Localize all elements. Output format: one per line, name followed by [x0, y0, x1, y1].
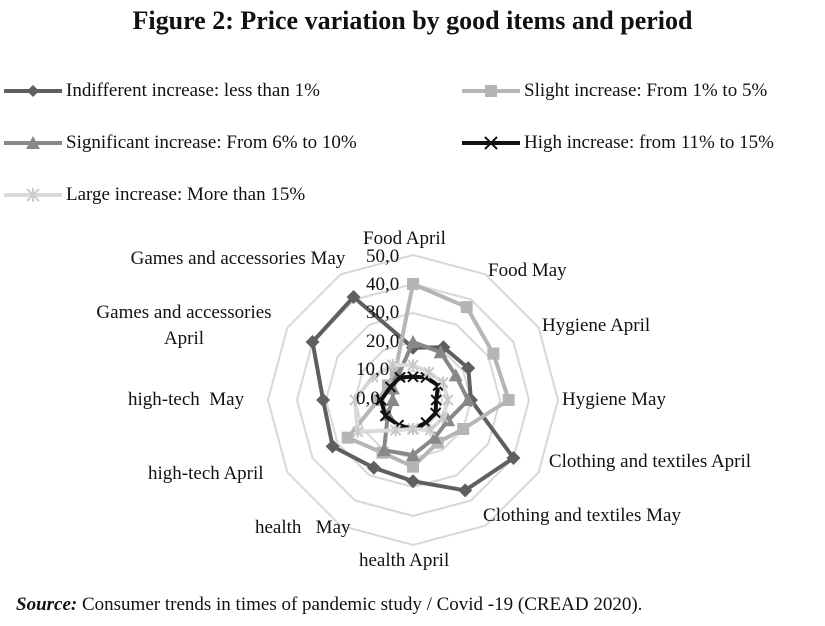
category-label: Hygiene April: [542, 315, 651, 336]
category-label: Games and accessories April: [96, 302, 272, 349]
legend-label: Indifferent increase: less than 1%: [66, 80, 320, 101]
legend-label: Significant increase: From 6% to 10%: [66, 132, 357, 153]
data-point: [430, 394, 442, 406]
data-point: [407, 460, 419, 473]
data-point: [406, 335, 420, 348]
tick-label: 30,0: [366, 302, 400, 323]
data-point: [394, 371, 406, 384]
data-point: [502, 394, 515, 406]
data-point: [433, 345, 448, 359]
data-point: [437, 411, 449, 424]
legend-item-large: Large increase: More than 15%: [4, 184, 305, 206]
legend-star-marker-icon: [4, 188, 62, 202]
source-text: Consumer trends in times of pandemic stu…: [77, 594, 643, 615]
data-point: [460, 301, 473, 314]
data-point: [386, 358, 399, 371]
tick-label: 10,0: [356, 359, 390, 380]
category-label: high-tech April: [148, 463, 264, 484]
legend-item-high: High increase: from 11% to 15%: [462, 132, 774, 154]
data-point: [407, 423, 419, 435]
category-label: health May: [255, 517, 351, 538]
source-label: Source:: [16, 594, 78, 615]
tick-label: 0,0: [356, 388, 380, 409]
data-point: [407, 371, 419, 383]
legend-item-slight: Slight increase: From 1% to 5%: [462, 80, 767, 102]
category-label: Clothing and textiles April: [548, 451, 752, 472]
data-point: [375, 394, 387, 406]
data-point: [406, 448, 420, 462]
data-point: [424, 424, 437, 437]
data-point: [377, 443, 391, 457]
data-point: [457, 423, 470, 435]
legend-diamond-marker-icon: [4, 85, 62, 97]
category-label: high-tech May: [128, 389, 245, 410]
category-label: Clothing and textiles May: [483, 505, 681, 526]
data-point: [441, 413, 456, 427]
data-point: [506, 451, 521, 465]
legend-x-marker-icon: [462, 136, 520, 150]
category-label: Food April: [363, 228, 446, 249]
data-point: [458, 483, 473, 498]
data-point: [352, 425, 364, 438]
data-point: [316, 393, 331, 407]
data-point: [366, 460, 381, 475]
data-point: [367, 370, 379, 383]
data-point: [349, 394, 361, 406]
data-point: [346, 290, 361, 305]
data-point: [442, 394, 454, 406]
data-point: [487, 347, 500, 360]
data-point: [461, 393, 476, 406]
data-point: [420, 416, 432, 429]
category-label: Games and accessories May: [130, 248, 346, 269]
tick-label: 20,0: [366, 331, 400, 352]
data-point: [461, 361, 476, 376]
legend-label: Slight increase: From 1% to 5%: [524, 80, 768, 101]
data-point: [406, 474, 420, 489]
category-label: Food May: [488, 260, 567, 281]
data-point: [423, 366, 435, 379]
category-label: health April: [359, 550, 450, 571]
data-point: [448, 368, 463, 382]
data-point: [437, 376, 449, 389]
category-label: Hygiene May: [562, 389, 666, 410]
data-point: [407, 278, 419, 290]
data-point: [384, 381, 397, 393]
data-point: [379, 410, 392, 422]
data-point: [305, 335, 320, 349]
data-point: [341, 431, 354, 444]
data-point: [407, 359, 419, 372]
legend-label: High increase: from 11% to 15%: [524, 132, 774, 153]
legend-item-significant: Significant increase: From 6% to 10%: [4, 132, 357, 154]
data-point: [389, 424, 402, 437]
legend-item-indifferent: Indifferent increase: less than 1%: [4, 80, 320, 102]
chart-title: Figure 2: Price variation by good items …: [132, 6, 693, 35]
legend-triangle-marker-icon: [4, 136, 62, 149]
data-point: [385, 393, 400, 406]
grid-ring: [266, 253, 560, 547]
data-point: [325, 439, 340, 454]
legend-square-marker-icon: [462, 85, 520, 97]
tick-label: 50,0: [366, 246, 400, 267]
source-note: Source: Consumer trends in times of pand…: [16, 594, 642, 616]
legend-label: Large increase: More than 15%: [66, 184, 306, 205]
tick-label: 40,0: [366, 274, 400, 295]
data-point: [429, 407, 442, 419]
data-point: [427, 430, 442, 444]
